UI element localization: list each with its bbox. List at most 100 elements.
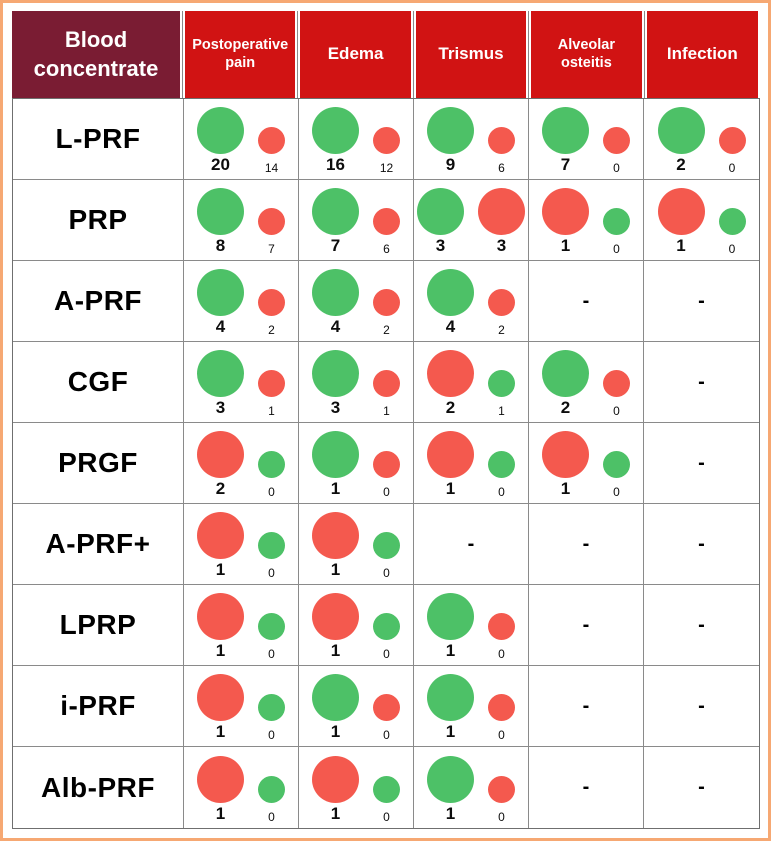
bubble-with-count: 2	[373, 289, 400, 337]
result-cell: -	[529, 585, 644, 665]
row-label-cell: A-PRF	[13, 261, 184, 341]
green-circle	[417, 188, 464, 235]
bubble-with-count: 1	[542, 431, 589, 499]
study-count-label: 7	[330, 236, 341, 255]
study-count-label: 6	[383, 242, 390, 256]
study-count-label: 0	[268, 566, 275, 580]
table-row: PRP 8 7 7 6 3 3 1 0 1 0	[13, 180, 759, 261]
row-label: A-PRF	[53, 285, 143, 316]
row-label: i-PRF	[60, 690, 136, 721]
result-cell: -	[644, 504, 759, 584]
study-count-label: 0	[268, 728, 275, 742]
green-circle	[427, 269, 474, 316]
study-count-label: 1	[560, 479, 571, 498]
bubble-with-count: 0	[373, 694, 400, 742]
green-circle	[427, 593, 474, 640]
red-circle	[312, 512, 359, 559]
row-label-cell: Alb-PRF	[13, 747, 184, 828]
green-circle	[258, 694, 285, 721]
blood-concentrate-outcomes-table: Blood concentrate Postoperative pain Edema…	[12, 11, 760, 829]
study-count-label: 8	[215, 236, 226, 255]
bubble-with-count: 8	[197, 188, 244, 256]
study-count-label: 2	[383, 323, 390, 337]
bubble-with-count: 9	[427, 107, 474, 175]
bubble-with-count: 1	[312, 512, 359, 580]
column-header-cell-1: Postoperative pain	[183, 11, 299, 98]
study-count-label: 1	[445, 803, 456, 823]
study-count-label: 9	[445, 155, 456, 174]
bubble-with-count: 16	[312, 107, 359, 175]
bubble-with-count: 14	[258, 127, 285, 175]
study-count-label: 1	[215, 722, 226, 741]
study-count-label: 16	[326, 155, 345, 174]
study-count-label: 0	[498, 728, 505, 742]
study-count-label: 0	[613, 485, 620, 499]
bubble-with-count: 2	[488, 289, 515, 337]
green-circle	[312, 188, 359, 235]
study-count-label: 1	[383, 404, 390, 418]
no-data-dash: -	[582, 613, 590, 636]
study-count-label: 1	[330, 479, 341, 498]
green-circle	[258, 532, 285, 559]
study-count-label: 1	[215, 641, 226, 660]
bubble-with-count: 1	[427, 593, 474, 661]
bubble-with-count: 0	[373, 451, 400, 499]
row-label: PRGF	[58, 447, 138, 478]
red-circle	[258, 370, 285, 397]
bubble-with-count: 0	[488, 451, 515, 499]
result-cell: 20 14	[184, 99, 299, 179]
study-count-label: 0	[383, 647, 390, 661]
study-count-label: 0	[728, 242, 736, 256]
bubble-with-count: 1	[373, 370, 400, 418]
green-circle	[542, 350, 589, 397]
column-header-label: Infection	[646, 11, 758, 98]
green-circle	[373, 613, 400, 640]
column-header-label: Postoperative pain	[185, 11, 296, 98]
bubble-with-count: 3	[417, 188, 464, 256]
bubble-with-count: 20	[197, 107, 244, 175]
result-cell: -	[529, 747, 644, 828]
study-count-label: 0	[498, 809, 505, 824]
table-header-row: Blood concentrate Postoperative pain Edema…	[12, 11, 760, 98]
bubble-with-count: 0	[258, 694, 285, 742]
row-label: Alb-PRF	[41, 771, 155, 803]
study-count-label: 1	[330, 560, 341, 579]
bubble-with-count: 0	[373, 532, 400, 580]
bubble-with-count: 2	[657, 107, 705, 175]
bubble-with-count: 0	[488, 775, 515, 824]
no-data-dash: -	[698, 776, 705, 798]
corner-header-cell: Blood concentrate	[12, 11, 183, 98]
bubble-with-count: 0	[258, 532, 285, 580]
bubble-with-count: 1	[312, 593, 359, 661]
red-circle	[603, 370, 630, 397]
study-count-label: 1	[498, 404, 505, 418]
no-data-dash: -	[698, 613, 705, 636]
bubble-with-count: 1	[427, 431, 474, 499]
green-circle	[488, 451, 515, 478]
red-circle	[488, 613, 515, 640]
study-count-label: 7	[560, 155, 571, 174]
row-label-cell: CGF	[13, 342, 184, 422]
corner-header-label: Blood concentrate	[12, 11, 180, 98]
bubble-with-count: 7	[258, 208, 285, 256]
bubble-with-count: 1	[258, 370, 285, 418]
result-cell: -	[644, 423, 759, 503]
study-count-label: 2	[498, 323, 505, 337]
bubble-with-count: 2	[542, 350, 589, 418]
